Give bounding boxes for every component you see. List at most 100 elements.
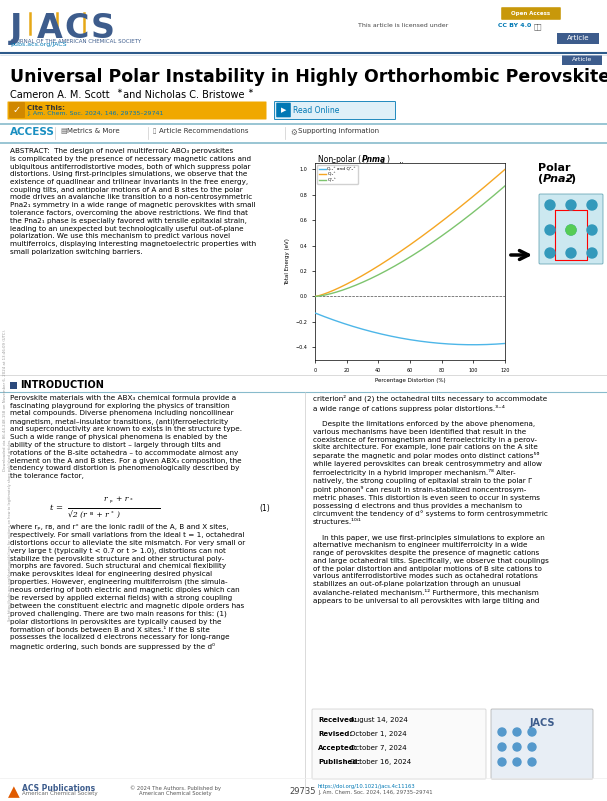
Text: Article: Article bbox=[567, 35, 589, 42]
Circle shape bbox=[545, 200, 555, 210]
Text: JOURNAL OF THE AMERICAN CHEMICAL SOCIETY: JOURNAL OF THE AMERICAN CHEMICAL SOCIETY bbox=[10, 39, 141, 44]
Text: ˣ: ˣ bbox=[111, 511, 114, 516]
Circle shape bbox=[528, 758, 536, 766]
Text: S: S bbox=[91, 12, 115, 45]
Circle shape bbox=[445, 250, 455, 260]
Text: Cite This:: Cite This: bbox=[27, 106, 65, 111]
Circle shape bbox=[566, 225, 576, 235]
Text: © 2024 The Authors. Published by
American Chemical Society: © 2024 The Authors. Published by America… bbox=[129, 785, 220, 796]
Text: ∗: ∗ bbox=[247, 88, 253, 94]
Text: Open Access: Open Access bbox=[512, 11, 551, 16]
Circle shape bbox=[465, 230, 475, 240]
Circle shape bbox=[485, 230, 495, 240]
Text: ⬜: ⬜ bbox=[153, 128, 156, 134]
Circle shape bbox=[545, 248, 555, 258]
FancyBboxPatch shape bbox=[5, 782, 117, 799]
Text: + r: + r bbox=[94, 511, 109, 519]
Circle shape bbox=[566, 225, 576, 235]
Text: A: A bbox=[37, 12, 63, 45]
FancyBboxPatch shape bbox=[276, 103, 291, 117]
Text: C: C bbox=[64, 12, 89, 45]
Circle shape bbox=[513, 758, 521, 766]
Circle shape bbox=[513, 743, 521, 751]
Circle shape bbox=[528, 728, 536, 736]
Text: Supporting Information: Supporting Information bbox=[298, 128, 379, 134]
Text: J: J bbox=[10, 12, 22, 45]
Text: INTRODUCTION: INTRODUCTION bbox=[20, 380, 104, 390]
FancyBboxPatch shape bbox=[439, 204, 501, 266]
Text: (: ( bbox=[538, 174, 543, 184]
Text: ACS Publications: ACS Publications bbox=[22, 784, 95, 793]
Text: Pnma: Pnma bbox=[362, 155, 386, 164]
Circle shape bbox=[513, 728, 521, 736]
Circle shape bbox=[465, 250, 475, 260]
Circle shape bbox=[466, 231, 474, 239]
FancyArrowPatch shape bbox=[510, 251, 528, 260]
Text: Polar: Polar bbox=[538, 163, 571, 173]
FancyBboxPatch shape bbox=[7, 102, 266, 119]
Text: ⚙: ⚙ bbox=[290, 128, 297, 137]
Circle shape bbox=[445, 210, 455, 220]
Circle shape bbox=[566, 200, 576, 210]
Circle shape bbox=[465, 210, 475, 220]
Text: JACS: JACS bbox=[529, 718, 555, 728]
Text: Accepted:: Accepted: bbox=[318, 745, 358, 751]
FancyBboxPatch shape bbox=[9, 102, 25, 118]
FancyBboxPatch shape bbox=[312, 709, 486, 779]
FancyBboxPatch shape bbox=[539, 194, 603, 264]
Text: ▤: ▤ bbox=[60, 128, 67, 134]
FancyBboxPatch shape bbox=[557, 33, 599, 44]
Text: Universal Polar Instability in Highly Orthorhombic Perovskites: Universal Polar Instability in Highly Or… bbox=[10, 68, 607, 86]
Text: ACCESS: ACCESS bbox=[10, 127, 55, 137]
Text: Received:: Received: bbox=[318, 717, 357, 723]
Text: Read Online: Read Online bbox=[293, 106, 339, 115]
Circle shape bbox=[587, 225, 597, 235]
Circle shape bbox=[498, 743, 506, 751]
Text: ₚ: ₚ bbox=[110, 498, 113, 503]
Text: ABSTRACT:  The design of novel multiferroic ABO₃ perovskites
is complicated by t: ABSTRACT: The design of novel multiferro… bbox=[10, 148, 256, 255]
Circle shape bbox=[485, 210, 495, 220]
Text: + r: + r bbox=[116, 495, 128, 503]
Text: ✓: ✓ bbox=[13, 106, 21, 115]
Text: Downloaded via 86.44.248.158 on November 6, 2024 at 13:46:09 (UTC).: Downloaded via 86.44.248.158 on November… bbox=[3, 329, 7, 471]
Text: https://doi.org/10.1021/jacs.4c11163: https://doi.org/10.1021/jacs.4c11163 bbox=[318, 784, 416, 789]
Text: 29735: 29735 bbox=[290, 787, 316, 796]
Text: r: r bbox=[103, 495, 107, 503]
Circle shape bbox=[498, 728, 506, 736]
Text: ▶: ▶ bbox=[281, 107, 286, 114]
Text: ): ) bbox=[570, 174, 575, 184]
Text: (1): (1) bbox=[259, 504, 270, 513]
Text: J. Am. Chem. Soc. 2024, 146, 29735–29741: J. Am. Chem. Soc. 2024, 146, 29735–29741 bbox=[318, 790, 433, 795]
Text: ʙ: ʙ bbox=[90, 511, 93, 516]
Bar bbox=[10, 382, 17, 389]
Text: American Chemical Society: American Chemical Society bbox=[22, 791, 98, 796]
Text: Article: Article bbox=[572, 57, 592, 62]
Text: ⓒⓑ: ⓒⓑ bbox=[534, 23, 543, 30]
Legend: Qᵣ₄⁺ and Qᵋ₅⁺, Qᵣ₄⁺, Qᵋ₅⁺: Qᵣ₄⁺ and Qᵋ₅⁺, Qᵣ₄⁺, Qᵋ₅⁺ bbox=[317, 165, 358, 184]
Text: October 16, 2024: October 16, 2024 bbox=[350, 759, 411, 765]
FancyBboxPatch shape bbox=[562, 54, 602, 65]
Text: ˣ: ˣ bbox=[130, 498, 133, 503]
Text: Published:: Published: bbox=[318, 759, 360, 765]
Text: and Nicholas C. Bristowe: and Nicholas C. Bristowe bbox=[120, 90, 245, 100]
Text: pubs.acs.org/JACS: pubs.acs.org/JACS bbox=[10, 42, 67, 47]
Text: October 7, 2024: October 7, 2024 bbox=[350, 745, 407, 751]
Text: ▲: ▲ bbox=[8, 784, 20, 799]
FancyBboxPatch shape bbox=[274, 102, 396, 119]
Circle shape bbox=[545, 225, 555, 235]
Text: ∗: ∗ bbox=[116, 88, 122, 94]
Circle shape bbox=[566, 248, 576, 258]
Text: Non-polar (: Non-polar ( bbox=[318, 155, 361, 164]
Text: ): ) bbox=[116, 511, 119, 519]
Text: √2 (r: √2 (r bbox=[68, 511, 87, 519]
FancyBboxPatch shape bbox=[501, 7, 561, 20]
Text: Perovskite materials with the ABX₃ chemical formula provide a
fascinating playgr: Perovskite materials with the ABX₃ chemi… bbox=[10, 395, 242, 479]
Text: Article Recommendations: Article Recommendations bbox=[159, 128, 248, 134]
Text: Pna2: Pna2 bbox=[543, 174, 574, 184]
Text: ₁: ₁ bbox=[565, 174, 569, 184]
FancyBboxPatch shape bbox=[491, 709, 593, 779]
Circle shape bbox=[528, 743, 536, 751]
Text: t =: t = bbox=[50, 504, 63, 512]
Text: Revised:: Revised: bbox=[318, 731, 352, 737]
Circle shape bbox=[485, 250, 495, 260]
